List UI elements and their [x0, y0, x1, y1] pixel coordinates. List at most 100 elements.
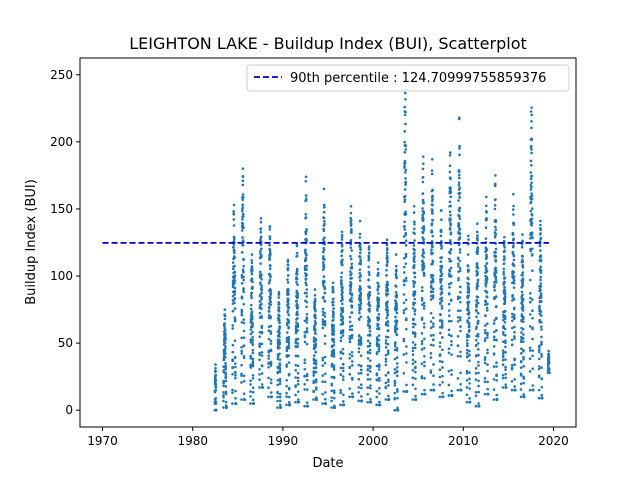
data-point [467, 316, 471, 320]
data-point [242, 302, 246, 306]
data-point [447, 319, 451, 323]
data-point [456, 344, 460, 348]
data-point [242, 265, 245, 268]
data-point [539, 310, 543, 314]
data-point [540, 340, 543, 344]
data-point [323, 334, 327, 338]
data-point [241, 193, 245, 196]
data-point [402, 311, 406, 315]
data-point [510, 388, 514, 392]
data-point [448, 251, 452, 255]
data-point [396, 408, 400, 412]
data-point [459, 354, 462, 358]
data-point [304, 256, 308, 260]
data-point [450, 343, 453, 347]
data-point [350, 296, 353, 300]
data-point [521, 306, 525, 309]
data-point [277, 296, 281, 299]
data-point [287, 400, 291, 404]
data-point [485, 309, 489, 312]
data-point [332, 350, 336, 354]
data-point [294, 393, 297, 397]
data-point [321, 250, 325, 254]
data-point [528, 349, 532, 352]
data-point [485, 211, 488, 214]
data-point [403, 140, 406, 144]
data-point [494, 277, 498, 280]
data-point [313, 288, 317, 291]
data-point [286, 323, 289, 327]
data-point [350, 230, 353, 234]
data-point [503, 292, 507, 295]
data-point [402, 235, 406, 238]
x-tick-label: 1990 [268, 434, 299, 448]
data-point [440, 324, 444, 328]
data-point [458, 144, 461, 148]
data-point [260, 288, 264, 292]
data-point [259, 227, 263, 230]
data-point [368, 319, 372, 322]
data-point [547, 362, 551, 365]
data-point [231, 402, 234, 405]
data-point [340, 230, 344, 234]
data-point [449, 204, 452, 208]
data-point [323, 380, 327, 384]
data-point [413, 260, 416, 264]
data-point [530, 213, 534, 217]
data-point [466, 303, 470, 307]
data-point [341, 307, 345, 310]
data-point [432, 388, 436, 392]
data-point [295, 251, 299, 255]
data-point [249, 366, 253, 369]
data-point [486, 336, 489, 339]
y-tick-label: 200 [50, 135, 73, 149]
data-point [503, 276, 507, 280]
data-point [384, 398, 388, 401]
data-point [420, 296, 424, 300]
data-point [485, 255, 489, 259]
data-point [431, 290, 435, 293]
data-point [348, 340, 352, 344]
data-point [251, 376, 255, 380]
data-point [411, 376, 415, 380]
data-point [503, 289, 507, 293]
legend: 90th percentile : 124.70999755859376 [246, 64, 570, 92]
data-point [476, 335, 480, 338]
data-point [314, 370, 318, 374]
data-point [459, 329, 462, 333]
data-point [295, 300, 299, 303]
data-point [314, 386, 318, 389]
data-point [503, 320, 507, 324]
data-point [278, 377, 282, 381]
data-point [411, 383, 415, 387]
data-point [375, 389, 379, 393]
data-point [250, 277, 254, 280]
data-point [528, 325, 532, 328]
data-point [233, 249, 236, 253]
data-point [312, 389, 315, 393]
data-point [530, 126, 533, 130]
data-point [404, 181, 408, 184]
data-point [277, 292, 281, 295]
data-point [222, 358, 226, 362]
data-point [521, 274, 524, 277]
data-point [330, 365, 334, 368]
data-point [440, 307, 444, 310]
data-point [269, 264, 272, 268]
data-point [287, 346, 291, 350]
data-point [359, 246, 362, 250]
data-point [411, 362, 415, 365]
data-point [232, 277, 236, 280]
data-point [348, 366, 352, 370]
data-point [340, 235, 344, 239]
data-point [303, 358, 307, 362]
data-point [504, 339, 507, 342]
data-point [268, 228, 272, 231]
data-point [413, 271, 417, 275]
data-point [450, 353, 453, 356]
data-point [341, 290, 344, 294]
data-point [339, 323, 343, 326]
data-point [241, 198, 244, 202]
data-point [484, 299, 487, 303]
data-point [350, 300, 354, 303]
